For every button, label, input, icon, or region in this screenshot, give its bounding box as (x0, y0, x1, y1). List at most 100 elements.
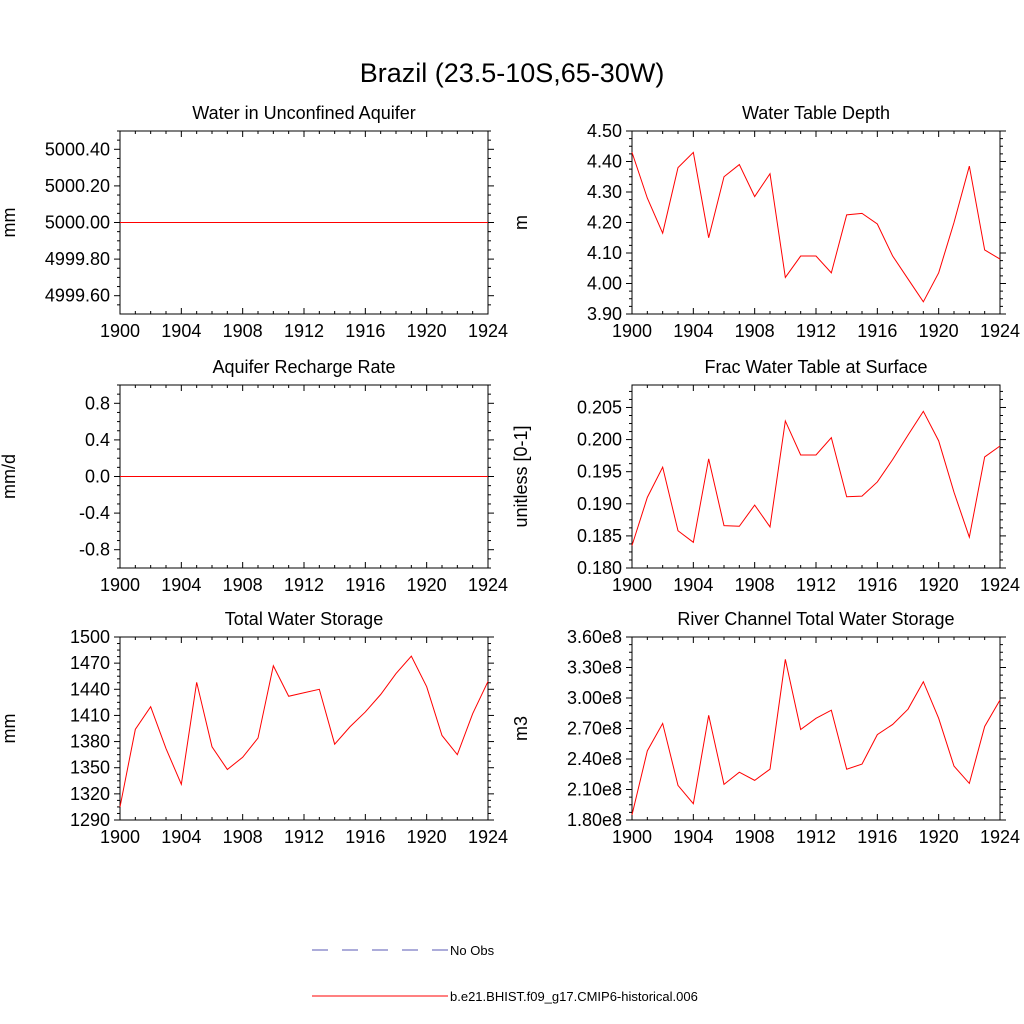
y-tick-label: 4.20 (587, 213, 622, 233)
y-tick-label: 0.185 (577, 526, 622, 546)
panel-title: River Channel Total Water Storage (677, 609, 954, 629)
legend: No Obs b.e21.BHIST.f09_g17.CMIP6-historic… (312, 943, 698, 1004)
x-tick-label: 1900 (100, 321, 140, 341)
y-tick-label: 4.00 (587, 274, 622, 294)
plot-frame (631, 636, 1001, 821)
chart-panel: Water in Unconfined Aquifer mm 1900 1904 190… (0, 103, 508, 341)
x-tick-label: 1920 (407, 827, 447, 847)
plot-frame (119, 636, 489, 821)
x-tick-label: 1912 (796, 575, 836, 595)
chart-panel: Frac Water Table at Surface unitless [0-1… (511, 357, 1020, 595)
y-axis-label: mm (0, 714, 19, 744)
y-tick-label: 0.180 (577, 558, 622, 578)
x-tick-label: 1916 (857, 827, 897, 847)
x-tick-label: 1904 (161, 321, 201, 341)
y-tick-label: 3.60e8 (567, 627, 622, 647)
x-tick-label: 1908 (735, 827, 775, 847)
x-tick-label: 1920 (919, 575, 959, 595)
x-tick-label: 1900 (612, 827, 652, 847)
series-line (631, 151, 1001, 303)
x-tick-label: 1904 (673, 321, 713, 341)
y-axis-label: m3 (511, 716, 531, 741)
y-tick-label: 0.190 (577, 494, 622, 514)
x-tick-label: 1924 (468, 321, 508, 341)
y-axis-label: m (511, 215, 531, 230)
x-tick-label: 1924 (468, 827, 508, 847)
y-tick-label: 3.90 (587, 304, 622, 324)
x-tick-label: 1912 (284, 575, 324, 595)
y-tick-label: 1470 (70, 653, 110, 673)
y-tick-label: 4999.80 (45, 249, 110, 269)
y-tick-label: 1290 (70, 810, 110, 830)
x-tick-label: 1916 (345, 827, 385, 847)
x-tick-label: 1904 (161, 827, 201, 847)
y-axis-label: unitless [0-1] (511, 425, 531, 527)
x-tick-label: 1904 (161, 575, 201, 595)
y-axis-label: mm/d (0, 454, 19, 499)
y-tick-label: 4.10 (587, 243, 622, 263)
panel-title: Aquifer Recharge Rate (212, 357, 395, 377)
x-tick-label: 1924 (980, 827, 1020, 847)
x-tick-label: 1900 (100, 827, 140, 847)
x-tick-label: 1900 (100, 575, 140, 595)
x-tick-label: 1916 (345, 575, 385, 595)
y-tick-label: 5000.40 (45, 139, 110, 159)
x-tick-label: 1916 (345, 321, 385, 341)
y-tick-label: 1350 (70, 758, 110, 778)
y-tick-label: 1500 (70, 627, 110, 647)
y-tick-label: 1440 (70, 679, 110, 699)
x-tick-label: 1912 (284, 321, 324, 341)
chart-panel: Total Water Storage mm 1900 1904 1908 1912 191… (0, 609, 508, 847)
x-tick-label: 1916 (857, 575, 897, 595)
panel-title: Water Table Depth (742, 103, 890, 123)
y-tick-label: 3.00e8 (567, 688, 622, 708)
y-tick-label: 4.30 (587, 182, 622, 202)
x-tick-label: 1904 (673, 575, 713, 595)
y-tick-label: 0.0 (85, 467, 110, 487)
chart-panel: Aquifer Recharge Rate mm/d 1900 1904 1908 191… (0, 357, 508, 595)
y-axis-label: mm (0, 208, 19, 238)
y-tick-label: 1320 (70, 784, 110, 804)
x-tick-label: 1912 (284, 827, 324, 847)
y-tick-label: 2.40e8 (567, 749, 622, 769)
x-tick-label: 1920 (407, 575, 447, 595)
x-tick-label: 1924 (980, 575, 1020, 595)
y-tick-label: 0.205 (577, 397, 622, 417)
y-tick-label: 1.80e8 (567, 810, 622, 830)
x-tick-label: 1924 (980, 321, 1020, 341)
y-tick-label: 5000.20 (45, 176, 110, 196)
x-tick-label: 1908 (735, 575, 775, 595)
y-tick-label: 0.4 (85, 430, 110, 450)
panel-title: Frac Water Table at Surface (704, 357, 927, 377)
y-tick-label: 4.40 (587, 152, 622, 172)
y-tick-label: 1410 (70, 705, 110, 725)
x-tick-label: 1908 (223, 827, 263, 847)
y-tick-label: 2.70e8 (567, 719, 622, 739)
chart-panel: Water Table Depth m 1900 1904 1908 1912 1916 19… (511, 103, 1020, 341)
x-tick-label: 1908 (223, 321, 263, 341)
series-line (631, 410, 1001, 546)
y-tick-label: 5000.00 (45, 213, 110, 233)
y-tick-label: 1380 (70, 732, 110, 752)
x-tick-label: 1900 (612, 575, 652, 595)
x-tick-label: 1908 (223, 575, 263, 595)
y-tick-label: 4999.60 (45, 286, 110, 306)
x-tick-label: 1912 (796, 827, 836, 847)
x-tick-label: 1912 (796, 321, 836, 341)
x-tick-label: 1900 (612, 321, 652, 341)
series-line (631, 659, 1001, 816)
y-tick-label: 4.50 (587, 121, 622, 141)
y-tick-label: 0.8 (85, 393, 110, 413)
figure-title: Brazil (23.5-10S,65-30W) (360, 58, 665, 88)
y-tick-label: -0.4 (79, 503, 110, 523)
x-tick-label: 1908 (735, 321, 775, 341)
y-tick-label: 3.30e8 (567, 658, 622, 678)
y-tick-label: 0.195 (577, 462, 622, 482)
x-tick-label: 1916 (857, 321, 897, 341)
legend-label: b.e21.BHIST.f09_g17.CMIP6-historical.006 (450, 989, 698, 1004)
legend-label: No Obs (450, 943, 495, 958)
panels-group: Water in Unconfined Aquifer mm 1900 1904 190… (0, 103, 1020, 847)
panel-title: Total Water Storage (225, 609, 383, 629)
